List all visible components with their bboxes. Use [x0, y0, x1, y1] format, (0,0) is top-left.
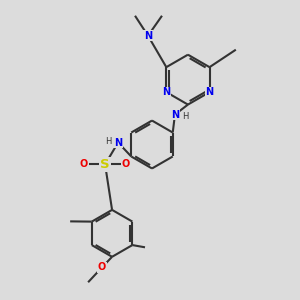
Text: N: N: [206, 87, 214, 97]
Text: H: H: [182, 112, 188, 121]
Text: N: N: [114, 137, 122, 148]
Text: O: O: [98, 262, 106, 272]
Text: O: O: [122, 160, 130, 170]
Text: N: N: [171, 110, 179, 120]
Text: H: H: [105, 137, 111, 146]
Text: S: S: [100, 158, 110, 171]
Text: O: O: [80, 160, 88, 170]
Text: N: N: [144, 31, 152, 41]
Text: N: N: [162, 87, 170, 97]
